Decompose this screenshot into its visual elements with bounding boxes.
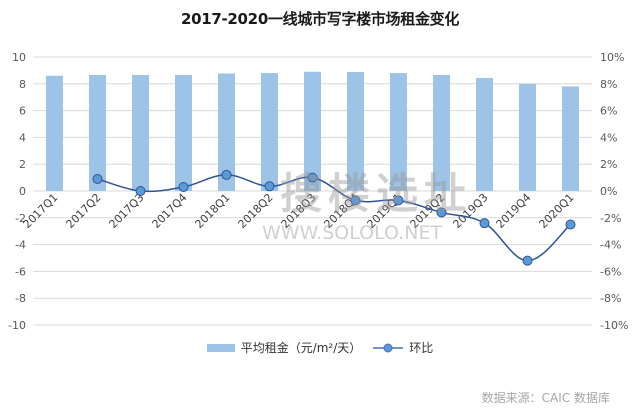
x-tick-label: 2019Q4 [494,191,534,231]
legend-label-qoq: 环比 [409,341,434,355]
bar [89,74,106,191]
bar-swatch-icon [206,343,235,352]
line-marker [393,195,404,206]
bar [261,73,278,191]
bar [519,83,536,191]
line-marker [221,169,232,180]
y-tick-left: -8 [15,292,26,305]
y-tick-right: -2% [600,212,621,225]
y-tick-right: -10% [600,319,628,332]
line-marker [479,218,490,229]
left-axis: 10 8 6 4 2 0 -2 -4 -6 -8 -10 [8,51,26,332]
y-tick-left: -4 [15,239,26,252]
x-tick-label: 2017Q4 [150,191,190,231]
y-tick-left: -6 [15,265,26,278]
y-tick-left: -10 [8,319,26,332]
y-tick-left: 8 [19,78,26,91]
y-tick-left: -2 [15,212,26,225]
bar [218,73,235,191]
y-tick-left: 0 [19,185,26,198]
line-marker [522,255,533,266]
legend-item-qoq: 环比 [373,339,433,356]
line-marker [92,173,103,184]
x-tick-label: 2017Q3 [107,191,147,231]
y-tick-right: 0% [600,185,617,198]
legend: 平均租金（元/m²/天） 环比 [0,339,640,356]
x-tick-label: 2018Q1 [193,191,233,231]
x-tick-label: 2018Q2 [236,191,276,231]
line-marker [135,186,146,196]
bar [46,75,63,191]
y-tick-left: 10 [12,51,26,64]
line-marker [307,172,318,183]
x-tick-label: 2018Q3 [279,191,319,231]
line-marker [264,181,275,192]
right-axis: 10% 8% 6% 4% 2% 0% -2% -4% -6% -8% -10% [600,51,628,332]
legend-item-rent: 平均租金（元/m²/天） [206,339,362,356]
line-marker-icon [373,343,404,352]
bar [562,86,579,191]
y-tick-right: -4% [600,239,621,252]
bar-series [46,71,579,191]
bar [175,74,192,191]
bar [304,71,321,191]
y-tick-left: 4 [19,131,26,144]
y-tick-right: 8% [600,78,617,91]
y-tick-right: 4% [600,131,617,144]
data-source: 数据来源：CAIC 数据库 [481,391,610,405]
y-tick-right: -6% [600,265,621,278]
bar [433,74,450,191]
line-series [92,169,576,266]
bar [390,73,407,191]
bar [132,74,149,191]
bar [476,78,493,191]
legend-label-rent: 平均租金（元/m²/天） [240,341,362,355]
y-tick-right: 2% [600,158,617,171]
y-tick-left: 6 [19,105,26,118]
y-tick-left: 2 [19,158,26,171]
y-tick-right: -8% [600,292,621,305]
line-marker [178,181,189,192]
x-axis-labels: 2017Q1 2017Q2 2017Q3 2017Q4 2018Q1 2018Q2 2018… [21,191,577,231]
bar [347,72,364,191]
x-tick-label: 2017Q2 [64,191,104,231]
y-tick-right: 6% [600,105,617,118]
y-tick-right: 10% [600,51,624,64]
x-tick-label: 2017Q1 [21,191,61,231]
line-marker [350,195,361,206]
line-marker [565,219,576,230]
line-marker [436,207,447,218]
chart-title: 2017-2020一线城市写字楼市场租金变化 [180,10,460,28]
